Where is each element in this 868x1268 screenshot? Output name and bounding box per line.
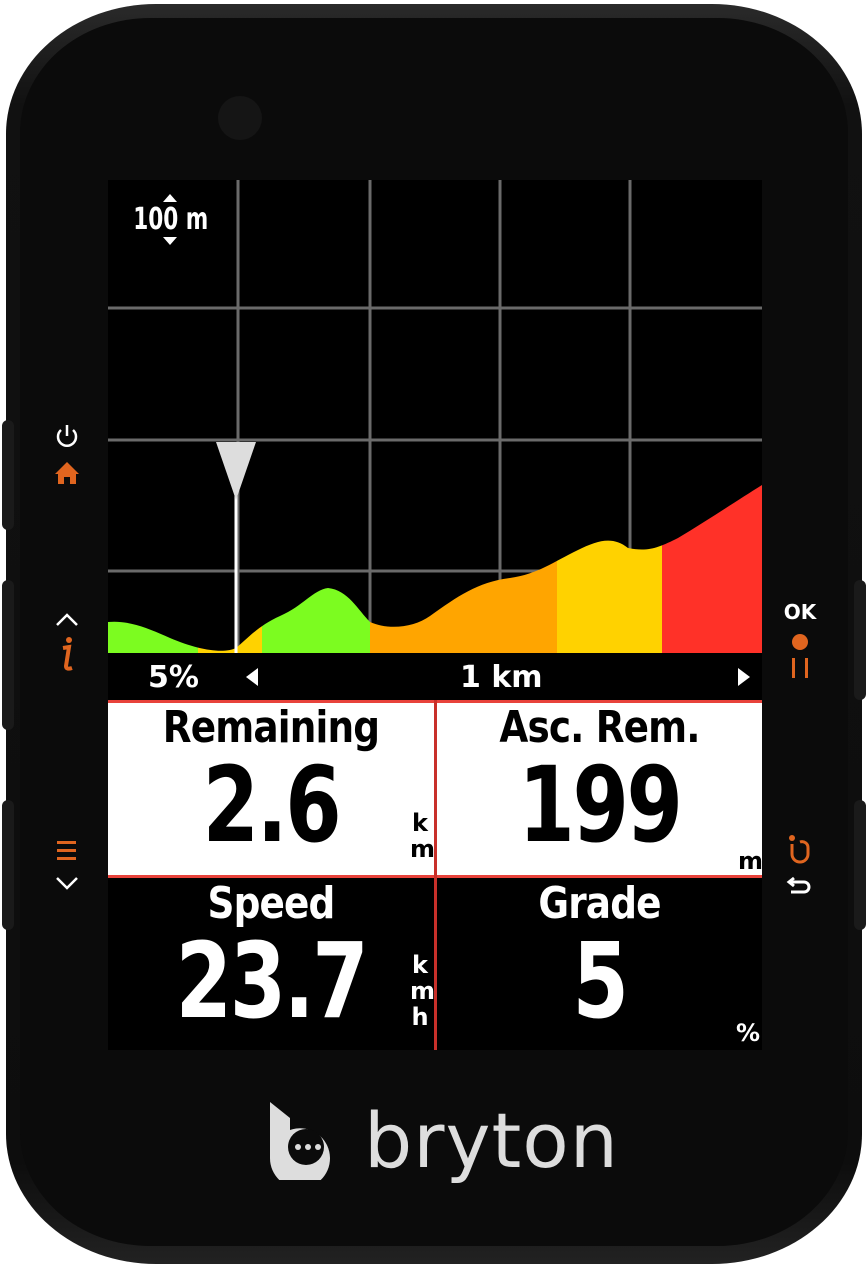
chevron-up-icon xyxy=(56,613,78,626)
field-label: Grade xyxy=(538,878,661,929)
home-icon xyxy=(55,462,79,484)
segment-steep xyxy=(662,485,762,653)
field-speed[interactable]: Speed 23.7 xyxy=(108,878,434,1033)
field-divider xyxy=(434,700,437,1050)
field-value: 23.7 xyxy=(175,920,369,1042)
ambient-light-sensor xyxy=(218,96,262,140)
power-icon xyxy=(56,425,78,447)
field-unit: m xyxy=(738,847,762,875)
field-value: 199 xyxy=(518,744,683,866)
elevation-profile xyxy=(108,485,762,653)
field-remaining[interactable]: Remaining 2.6 xyxy=(108,702,434,857)
segment-easy xyxy=(262,485,370,653)
field-label: Remaining xyxy=(162,702,380,753)
segment-hard xyxy=(557,485,662,653)
field-value: 5 xyxy=(572,920,628,1042)
side-button-down[interactable] xyxy=(2,800,14,930)
side-button-ok[interactable] xyxy=(854,580,866,700)
menu-icon xyxy=(57,841,76,860)
field-ascent-remaining[interactable]: Asc. Rem. 199 xyxy=(437,702,762,857)
back-icon xyxy=(786,876,811,894)
record-pause-icons xyxy=(792,634,808,678)
segment-easy xyxy=(108,485,198,653)
scale-down-arrow-icon[interactable] xyxy=(163,237,177,245)
pause-icon xyxy=(792,658,808,678)
up-info-icons xyxy=(56,613,78,671)
ok-button-label: OK xyxy=(783,600,817,624)
side-button-back[interactable] xyxy=(854,800,866,930)
side-button-up[interactable] xyxy=(2,580,14,730)
vertical-scale[interactable]: 100 m xyxy=(124,194,216,245)
field-label: Speed xyxy=(207,878,336,929)
lap-back-icons xyxy=(786,835,811,894)
segment-hard xyxy=(198,485,262,653)
distance-bar: 5% 1 km xyxy=(108,653,762,700)
field-grade[interactable]: Grade 5 xyxy=(437,878,762,1033)
power-home-icons xyxy=(55,425,79,484)
elevation-chart[interactable] xyxy=(108,180,762,653)
scroll-left-icon[interactable] xyxy=(246,668,258,686)
field-unit: % xyxy=(736,1019,761,1047)
scroll-right-icon[interactable] xyxy=(738,668,750,686)
vertical-scale-value: 100 m xyxy=(133,202,209,237)
lap-icon xyxy=(789,835,810,864)
field-value: 2.6 xyxy=(202,744,342,866)
side-button-power[interactable] xyxy=(2,420,14,530)
menu-down-icons xyxy=(56,841,78,890)
chevron-down-icon xyxy=(56,877,78,890)
field-label: Asc. Rem. xyxy=(499,702,700,753)
bryton-logo-icon xyxy=(269,1102,330,1180)
info-icon xyxy=(62,637,73,671)
position-marker xyxy=(216,442,256,653)
brand-name: bryton xyxy=(364,1096,619,1185)
segment-moderate xyxy=(370,485,557,653)
horizontal-scale: 1 km xyxy=(460,660,543,695)
scale-up-arrow-icon[interactable] xyxy=(163,194,177,202)
current-grade: 5% xyxy=(148,660,199,695)
record-icon xyxy=(792,634,808,650)
